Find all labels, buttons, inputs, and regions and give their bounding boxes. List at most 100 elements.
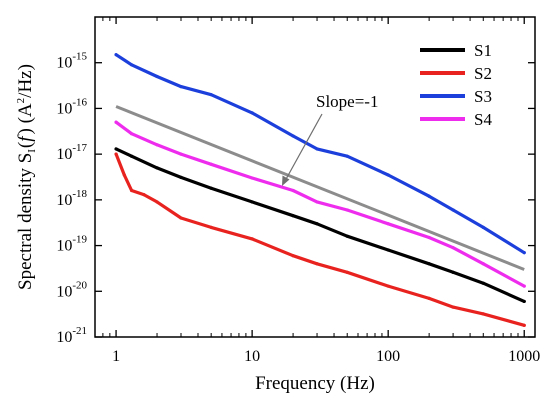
data-point-s4 [114, 120, 118, 124]
data-point-s2 [142, 193, 146, 197]
data-point-s3 [315, 147, 319, 151]
data-point-s4 [427, 235, 431, 240]
y-tick-label: 10-20 [56, 279, 87, 300]
x-tick-label: 10 [244, 348, 260, 365]
data-point-s1 [209, 186, 213, 190]
legend-label-s3: S3 [474, 87, 492, 106]
plot-frame [94, 16, 536, 338]
y-tick-label: 10-15 [56, 51, 87, 72]
legend-label-s2: S2 [474, 64, 492, 83]
data-point-s4 [129, 132, 134, 136]
data-point-s2 [451, 305, 455, 309]
data-point-s3 [345, 154, 349, 158]
data-point-s2 [427, 296, 431, 300]
x-axis-title: Frequency (Hz) [255, 373, 375, 394]
series-line-s1 [114, 147, 526, 303]
data-point-s3 [114, 53, 118, 57]
data-point-s4 [291, 188, 295, 193]
data-point-s2 [522, 323, 526, 327]
slope-annotation-arrowhead [282, 175, 290, 186]
y-axis-title-sup: 2 [15, 98, 27, 104]
x-tick-label: 100 [376, 348, 400, 365]
y-tick-label: 10-18 [56, 188, 87, 209]
data-point-s2 [179, 216, 183, 220]
y-tick-label: 10-19 [56, 234, 87, 255]
data-point-s2 [250, 237, 254, 241]
y-axis-title-mid1: ( [15, 142, 36, 148]
series-line-s2 [114, 152, 526, 327]
data-point-s4 [522, 284, 526, 288]
data-point-s3 [179, 85, 183, 89]
y-axis-title-suffix: /Hz) [15, 64, 36, 98]
data-point-s3 [291, 134, 295, 138]
data-point-s3 [209, 93, 213, 97]
data-point-s1 [291, 214, 295, 218]
data-point-s4 [451, 246, 455, 250]
data-point-s1 [386, 248, 390, 252]
y-tick-label: 10-17 [56, 142, 87, 163]
slope-annotation-label: Slope=-1 [316, 92, 378, 111]
y-axis-title-mid2: ) (A [15, 103, 36, 134]
data-point-s1 [315, 222, 319, 226]
data-point-s2 [291, 254, 295, 258]
data-point-s3 [129, 63, 134, 67]
data-point-s3 [427, 194, 431, 198]
data-point-s4 [179, 152, 183, 156]
x-tick-label: 1 [112, 348, 120, 365]
y-tick-label-base: 10 [56, 283, 72, 300]
y-tick-label-exponent: -16 [72, 96, 87, 108]
data-point-s4 [209, 162, 213, 166]
y-axis-title: Spectral density SI(f) (A2/Hz) [15, 64, 38, 290]
data-point-s1 [345, 234, 349, 238]
y-axis-title-prefix: Spectral density S [15, 153, 36, 290]
slope-reference-line [115, 105, 525, 271]
data-point-s4 [315, 200, 319, 204]
data-point-s2 [129, 188, 134, 193]
data-point-s1 [250, 200, 254, 204]
legend-label-s1: S1 [474, 41, 492, 60]
data-point-s2 [114, 152, 118, 156]
data-point-s1 [155, 166, 159, 170]
data-point-s3 [451, 208, 455, 212]
data-point-s3 [250, 111, 254, 115]
y-tick-label-base: 10 [56, 192, 72, 209]
data-point-s4 [250, 176, 254, 180]
data-point-s1 [427, 262, 431, 266]
y-tick-label: 10-16 [56, 96, 87, 117]
data-point-s4 [345, 208, 349, 212]
y-tick-label-base: 10 [56, 238, 72, 255]
y-tick-label-base: 10 [56, 146, 72, 163]
data-point-s3 [386, 173, 390, 177]
series-layer [114, 53, 526, 327]
data-point-s2 [315, 262, 319, 266]
data-point-s4 [481, 262, 485, 266]
data-point-s1 [451, 270, 455, 274]
x-tick-label: 1000 [508, 348, 540, 365]
data-point-s4 [386, 222, 390, 226]
data-point-s3 [481, 225, 485, 229]
data-point-s1 [481, 281, 485, 285]
data-point-s4 [155, 143, 159, 147]
y-tick-label-exponent: -15 [72, 51, 87, 63]
y-tick-label-exponent: -19 [72, 234, 87, 246]
data-point-s2 [481, 312, 485, 316]
data-point-s3 [155, 74, 159, 79]
y-axis-title-sub: I [26, 149, 38, 153]
legend-label-s4: S4 [474, 110, 492, 129]
data-point-s1 [522, 299, 526, 304]
data-point-s2 [209, 225, 213, 229]
data-point-s2 [122, 173, 126, 177]
y-tick-label-exponent: -17 [72, 142, 87, 154]
legend: S1 S2 S3 S4 [420, 41, 492, 129]
y-tick-label-exponent: -18 [72, 188, 87, 200]
data-point-s2 [345, 270, 349, 274]
y-tick-label-base: 10 [56, 55, 72, 72]
series-line-s4 [114, 120, 526, 288]
slope-annotation-arrow [284, 113, 323, 182]
y-axis-title-italic: f [15, 134, 36, 142]
tick-layer: 1 10 100 100010-1510-1610-1710-1810-1910-20… [56, 17, 540, 365]
y-tick-label: 10-21 [56, 325, 87, 346]
data-point-s1 [114, 147, 118, 151]
y-tick-label-base: 10 [56, 100, 72, 117]
